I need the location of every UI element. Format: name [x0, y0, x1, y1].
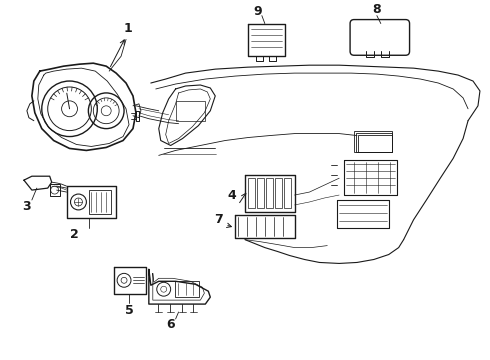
Bar: [354, 131, 392, 152]
Text: 1: 1: [123, 22, 132, 35]
Bar: [266, 178, 273, 208]
Bar: [257, 178, 264, 208]
Text: 7: 7: [214, 213, 222, 226]
Text: 8: 8: [372, 3, 381, 16]
Text: 4: 4: [228, 189, 237, 202]
Bar: [284, 178, 291, 208]
Text: 5: 5: [124, 303, 133, 316]
Text: 9: 9: [253, 5, 262, 18]
Bar: [174, 281, 199, 297]
Text: 3: 3: [23, 201, 31, 213]
Bar: [248, 178, 255, 208]
Text: 6: 6: [166, 318, 175, 332]
Bar: [358, 135, 392, 152]
Bar: [175, 101, 205, 121]
Bar: [275, 178, 282, 208]
Bar: [356, 132, 392, 152]
Bar: [89, 190, 111, 214]
Text: 2: 2: [70, 228, 79, 241]
Bar: [49, 184, 60, 196]
